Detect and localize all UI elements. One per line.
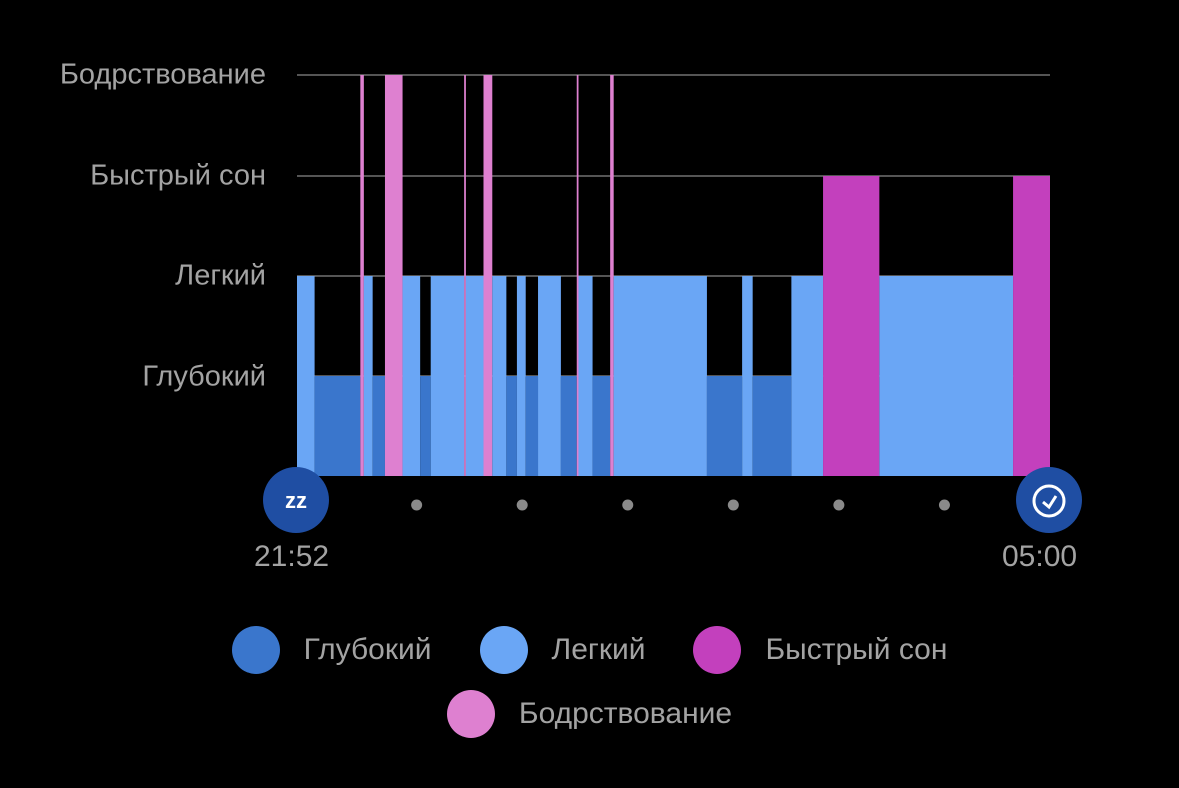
- segment-light: [538, 276, 561, 476]
- segment-light: [492, 276, 507, 476]
- y-label-deep: Глубокий: [142, 360, 266, 393]
- legend-swatch-awake: [446, 690, 495, 738]
- hour-tick-dot: [727, 499, 739, 511]
- segment-light: [516, 276, 526, 476]
- segment-deep: [314, 376, 361, 476]
- y-label-rem: Быстрый сон: [90, 159, 266, 192]
- segment-deep: [525, 376, 539, 476]
- segment-light: [363, 276, 373, 476]
- hour-tick-dot: [938, 499, 950, 511]
- svg-text:zz: zz: [285, 488, 307, 513]
- start-time-label: 21:52: [254, 540, 330, 573]
- segment-awake: [360, 75, 364, 476]
- segment-deep: [420, 376, 431, 476]
- segment-awake: [384, 75, 403, 476]
- zzz-sleep-icon: zz: [263, 467, 329, 533]
- legend-light: Легкий: [479, 626, 646, 674]
- segment-light: [613, 276, 707, 476]
- y-label-light: Легкий: [175, 259, 266, 292]
- segment-deep: [706, 376, 743, 476]
- segment-deep: [560, 376, 577, 476]
- segment-deep: [506, 376, 517, 476]
- segment-light: [791, 276, 824, 476]
- hour-tick-dot: [622, 499, 634, 511]
- legend-swatch-light: [479, 626, 528, 674]
- segment-rem: [1013, 176, 1050, 476]
- segment-deep: [372, 376, 385, 476]
- legend-deep: Глубокий: [231, 626, 432, 674]
- segment-awake: [610, 75, 614, 476]
- legend-label-rem: Быстрый сон: [765, 633, 948, 666]
- segment-light: [430, 276, 465, 476]
- end-time-label: 05:00: [1002, 540, 1078, 573]
- segment-deep: [592, 376, 611, 476]
- sleep-chart: zz: [263, 74, 1082, 533]
- segment-awake: [483, 75, 493, 476]
- segment-rem: [823, 176, 880, 476]
- segment-light: [465, 276, 484, 476]
- segment-awake: [464, 75, 466, 476]
- legend-label-deep: Глубокий: [303, 633, 432, 666]
- segment-awake: [576, 75, 579, 476]
- segment-light: [879, 276, 1014, 476]
- segment-light: [297, 276, 315, 476]
- segment-light: [742, 276, 753, 476]
- legend-label-awake: Бодрствование: [518, 697, 733, 730]
- legend-rem: Быстрый сон: [693, 626, 947, 674]
- segment-light: [402, 276, 421, 476]
- alarm-clock-icon: [1016, 467, 1082, 533]
- hour-tick-dot: [516, 499, 528, 511]
- hour-tick-dot: [833, 499, 845, 511]
- legend-swatch-rem: [693, 626, 742, 674]
- legend-swatch-deep: [231, 626, 280, 674]
- segment-deep: [752, 376, 792, 476]
- y-label-awake: Бодрствование: [59, 58, 266, 91]
- segment-light: [578, 276, 593, 476]
- legend-label-light: Легкий: [551, 633, 646, 666]
- hour-tick-dot: [411, 499, 423, 511]
- legend-awake: Бодрствование: [446, 690, 733, 738]
